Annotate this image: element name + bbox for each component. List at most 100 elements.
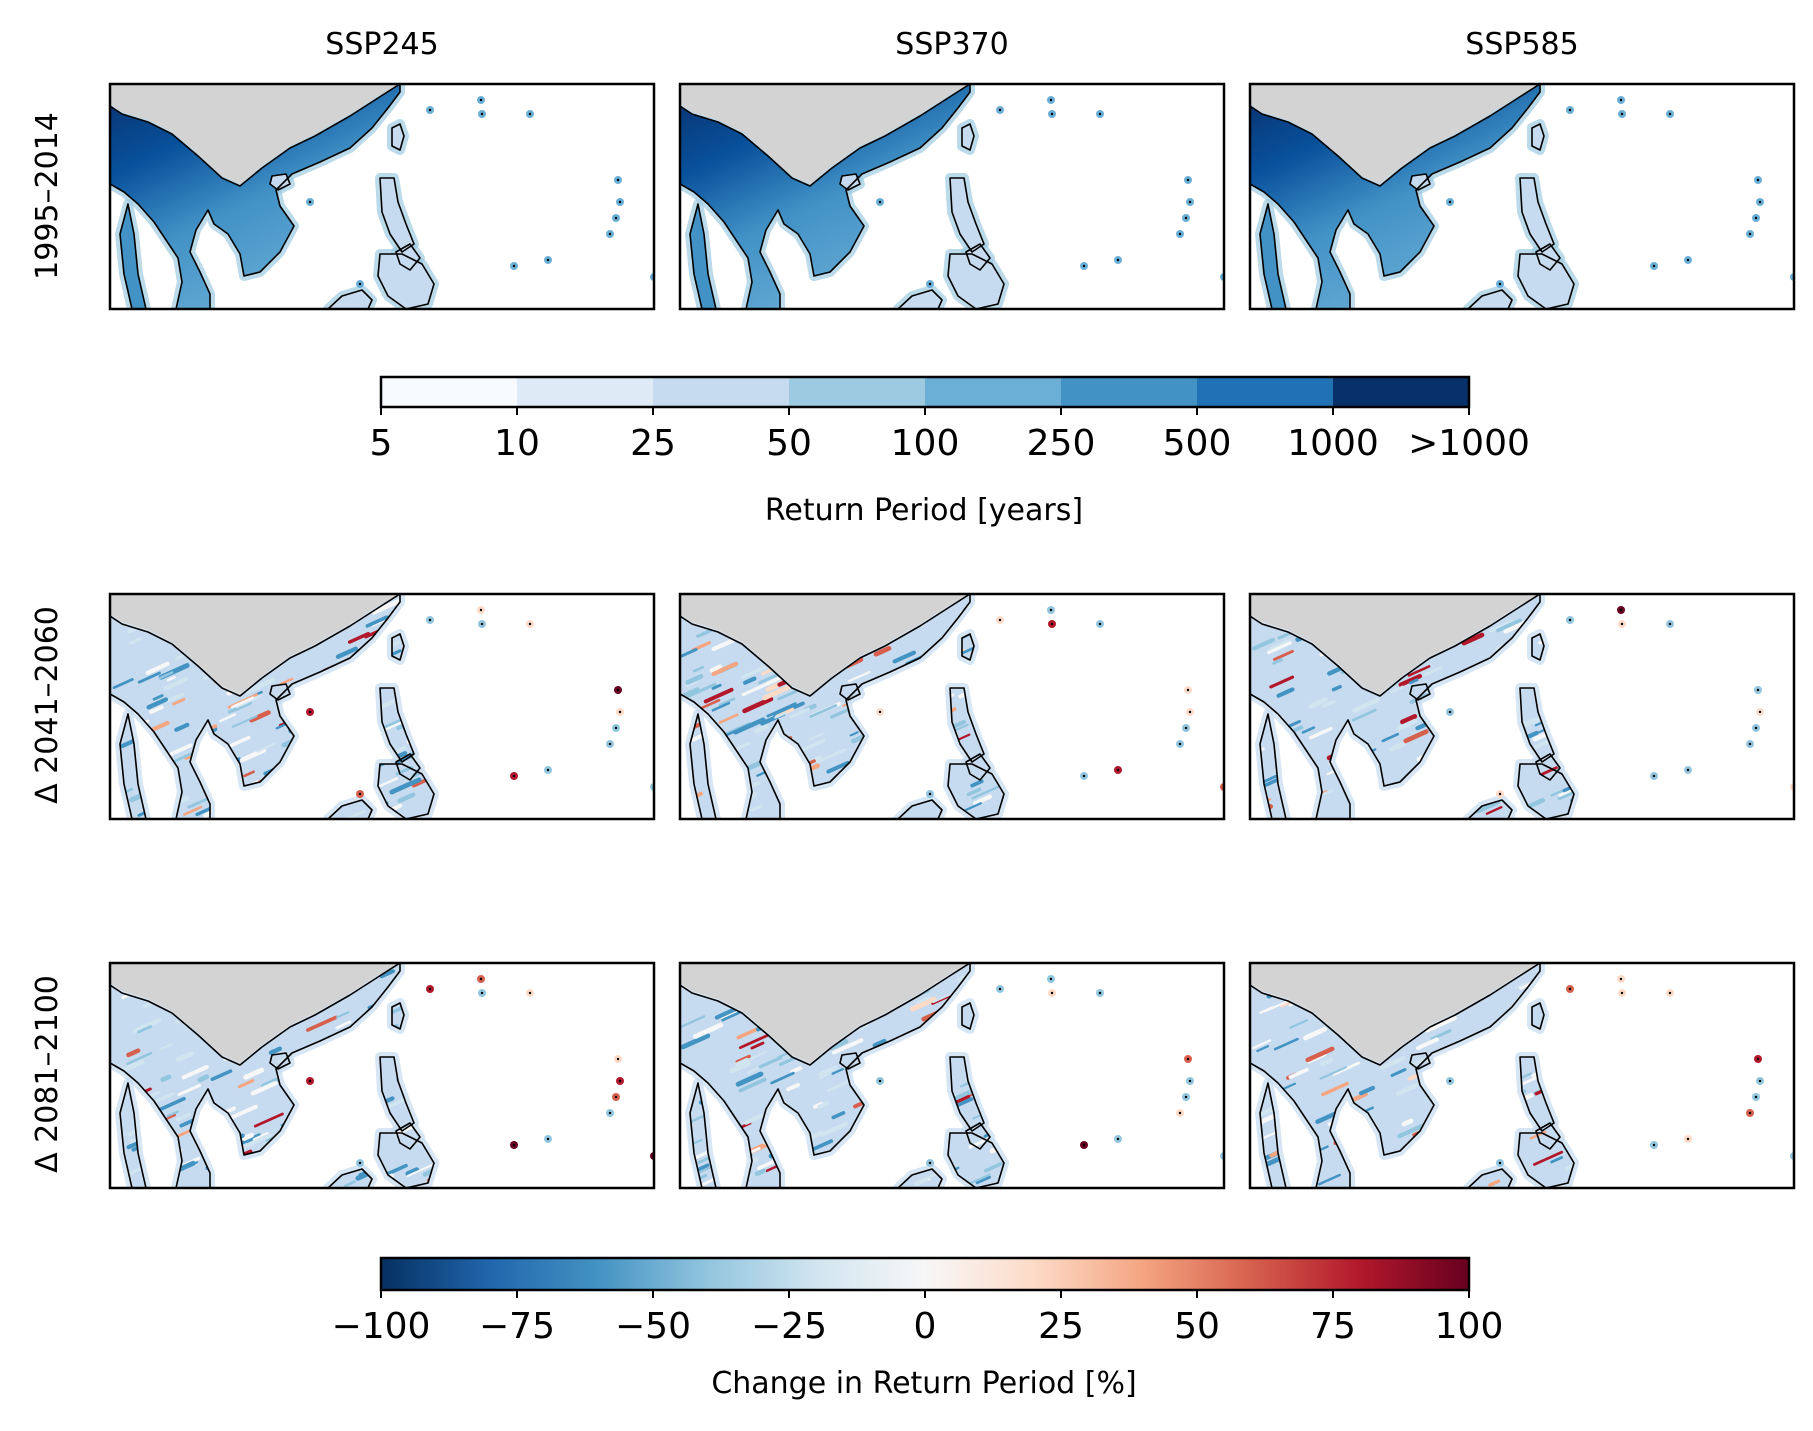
coastline: [1519, 177, 1555, 253]
coastline: [110, 594, 401, 819]
map-panel-ssp585-1995-2014: [1248, 82, 1796, 311]
return-period-bin: [789, 377, 925, 407]
land-region: [680, 594, 970, 819]
map-panel-ssp585-2081-2100: [1248, 961, 1796, 1190]
coastline: [1409, 1052, 1431, 1070]
land-region: [1250, 84, 1540, 309]
coastline: [119, 713, 147, 819]
coastline: [897, 289, 943, 309]
land-region: [898, 1169, 942, 1188]
coastline: [1519, 687, 1555, 763]
row-label-1995-2014: 1995–2014: [30, 112, 65, 280]
coastline: [1467, 799, 1513, 819]
return-period-tick-label: 10: [494, 423, 540, 464]
return-period-bin: [1061, 377, 1197, 407]
coastline: [391, 633, 405, 661]
coastline: [395, 243, 421, 271]
coastline: [1517, 253, 1575, 309]
coastline: [377, 253, 435, 309]
map-panel-ssp245-1995-2014: [108, 82, 656, 311]
coastline: [897, 799, 943, 819]
return-period-bin: [517, 377, 653, 407]
change-colorbar: −100 −75 −50 −25 0 25 50 75 100: [332, 1256, 1504, 1347]
coastline: [110, 84, 401, 309]
return-period-bin: [1333, 377, 1469, 407]
land-region: [962, 634, 974, 660]
coastline: [961, 1002, 975, 1030]
coastline: [839, 683, 861, 701]
coastline: [689, 203, 717, 309]
no-data-region: [680, 84, 970, 184]
panel-frame: [1248, 592, 1796, 821]
coastline: [680, 963, 971, 1188]
coastline: [689, 1082, 717, 1188]
panel-frame: [108, 961, 656, 1190]
return-period-bin: [381, 377, 517, 407]
no-data-region: [1250, 594, 1540, 694]
coastline: [680, 84, 971, 309]
coastline: [327, 289, 373, 309]
column-title-ssp245: SSP245: [325, 27, 438, 62]
change-tick-label: −75: [479, 1306, 555, 1347]
land-region: [962, 1003, 974, 1029]
coastline: [391, 123, 405, 151]
coastline: [1519, 1056, 1555, 1132]
return-period-tick-label: 500: [1163, 423, 1232, 464]
coastline: [269, 173, 291, 191]
coastline: [839, 173, 861, 191]
coastline: [119, 203, 147, 309]
coastline: [1259, 713, 1287, 819]
map-panel-ssp370-2041-2060: [678, 592, 1226, 821]
land-region: [378, 254, 434, 309]
map-panels: [108, 82, 1796, 1190]
land-region: [1532, 124, 1544, 150]
column-title-ssp370: SSP370: [895, 27, 1008, 62]
coastline: [949, 687, 985, 763]
no-data-region: [1250, 84, 1540, 184]
map-panel-ssp245-2041-2060: [108, 592, 656, 821]
land-region: [962, 124, 974, 150]
coastline: [961, 633, 975, 661]
coastline: [1250, 84, 1541, 309]
row-label-2081-2100: Δ 2081–2100: [30, 975, 65, 1173]
coastline: [1517, 1132, 1575, 1188]
return-period-tick-label: 100: [891, 423, 960, 464]
coastline: [1517, 763, 1575, 819]
coastline: [965, 753, 991, 781]
return-period-tick-label: 50: [766, 423, 812, 464]
panel-frame: [1248, 82, 1796, 311]
coastline: [377, 763, 435, 819]
return-period-tick-label: 1000: [1287, 423, 1379, 464]
coastline: [1531, 123, 1545, 151]
panel-frame: [108, 592, 656, 821]
return-period-colorbar-label: Return Period [years]: [765, 493, 1083, 528]
coastline: [110, 963, 401, 1188]
return-period-bin: [1197, 377, 1333, 407]
map-panel-ssp370-1995-2014: [678, 82, 1226, 311]
coastline: [1467, 289, 1513, 309]
map-panel-ssp245-2081-2100: [108, 961, 656, 1190]
coastline: [1259, 1082, 1287, 1188]
land-region: [1518, 254, 1574, 309]
change-colorbar-label: Change in Return Period [%]: [711, 1366, 1136, 1401]
land-region: [380, 1057, 414, 1131]
change-tick-label: 100: [1435, 1306, 1504, 1347]
change-colorbar-bar: [381, 1258, 1469, 1290]
coastline: [947, 763, 1005, 819]
coastline: [839, 1052, 861, 1070]
coastline: [947, 253, 1005, 309]
land-region: [948, 254, 1004, 309]
coastline: [269, 683, 291, 701]
panel-frame: [1248, 961, 1796, 1190]
land-region: [1468, 1169, 1512, 1188]
coastline: [1535, 1122, 1561, 1150]
land-region: [110, 84, 400, 309]
row-label-2041-2060: Δ 2041–2060: [30, 606, 65, 804]
coastline: [119, 1082, 147, 1188]
coastline: [1535, 243, 1561, 271]
coastline: [949, 177, 985, 253]
land-region: [1250, 594, 1540, 819]
no-data-region: [110, 963, 400, 1063]
land-region: [1532, 634, 1544, 660]
coastline: [377, 1132, 435, 1188]
